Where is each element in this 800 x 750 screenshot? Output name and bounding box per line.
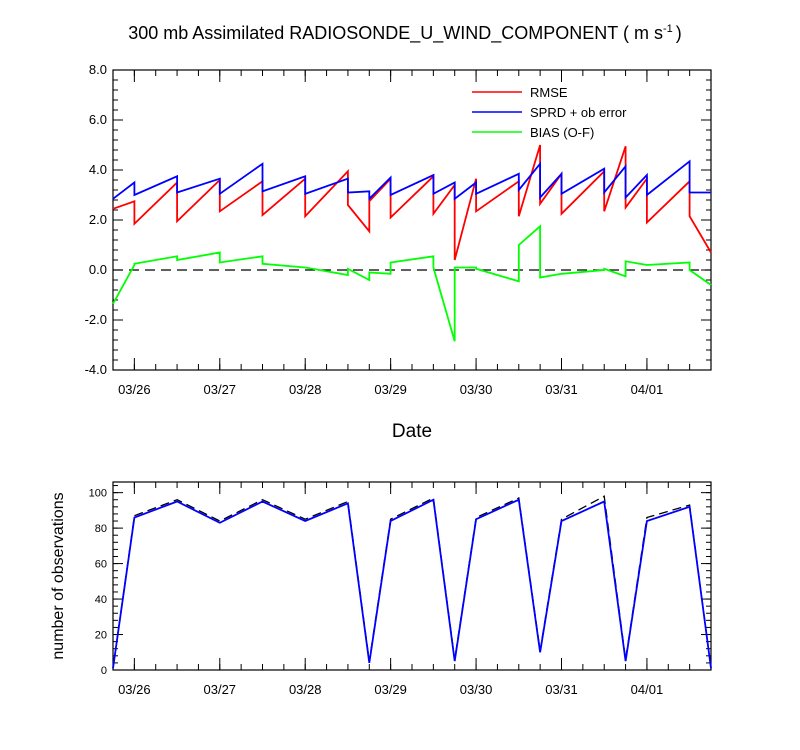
x-axis-title: Date [392,421,432,442]
top-axis-ticks [113,69,711,371]
y-axis-title-observations: number of observations [50,492,67,659]
x-tick-label: 03/31 [545,682,578,697]
x-tick-label: 03/27 [204,382,237,397]
x-tick-label: 04/01 [631,682,664,697]
x-tick-label: 03/28 [289,382,322,397]
title-close-paren: ) [676,23,682,43]
chart-title: 300 mb Assimilated RADIOSONDE_U_WIND_COM… [128,23,682,44]
legend: RMSE SPRD + ob error BIAS (O-F) [472,85,627,140]
top-y-tick-labels: -4.0 -2.0 0.0 2.0 4.0 6.0 8.0 [85,62,107,377]
chart-title-text: 300 mb Assimilated RADIOSONDE_U_WIND_COM… [128,23,618,44]
bottom-x-tick-labels: 03/26 03/27 03/28 03/29 03/30 03/31 04/01 [118,682,663,697]
x-tick-label: 03/28 [289,682,322,697]
units-exponent: -1 [663,23,673,35]
x-tick-label: 03/31 [545,382,578,397]
legend-label-bias: BIAS (O-F) [530,125,594,140]
series-line-bias-o-f [112,224,712,342]
y-tick-label: 6.0 [89,112,107,127]
y-tick-label: 60 [95,559,107,571]
x-tick-label: 03/29 [374,682,407,697]
title-open-paren: ( [623,23,629,43]
y-tick-label: 80 [95,523,107,535]
y-tick-label: 20 [95,630,107,642]
legend-label-sprd: SPRD + ob error [530,105,627,120]
series-line-sprd-ob-error [112,159,711,201]
y-tick-label: 4.0 [89,162,107,177]
top-panel: -4.0-2.00.02.04.06.08.0 03/26 03/27 03/28 0… [85,62,712,442]
x-tick-label: 03/30 [460,382,493,397]
bottom-axis-ticks [113,482,711,671]
x-tick-label: 03/27 [204,682,237,697]
legend-label-rmse: RMSE [530,85,568,100]
series-line-rmse [112,144,712,261]
y-tick-label: -4.0 [85,362,107,377]
top-series-group [112,144,712,342]
x-tick-label: 03/30 [460,682,493,697]
bottom-y-tick-labels: 0 20 40 60 80 100 [89,488,107,677]
top-x-tick-labels: 03/26 03/27 03/28 03/29 03/30 03/31 04/01 [118,382,663,397]
bottom-series-group [112,495,712,669]
units-label: m s [634,23,663,43]
y-tick-label: -2.0 [85,312,107,327]
y-tick-label: 0.0 [89,262,107,277]
x-tick-label: 03/26 [118,382,151,397]
y-tick-label: 2.0 [89,212,107,227]
y-tick-label: 0 [101,665,107,677]
series-line-observations-possible [112,495,712,669]
y-tick-label: 8.0 [89,62,107,77]
x-tick-label: 03/29 [374,382,407,397]
y-tick-label: 100 [89,488,107,500]
series-line-observations-used [112,498,712,669]
x-tick-label: 03/26 [118,682,151,697]
y-tick-label: 40 [95,594,107,606]
x-tick-label: 04/01 [631,382,664,397]
